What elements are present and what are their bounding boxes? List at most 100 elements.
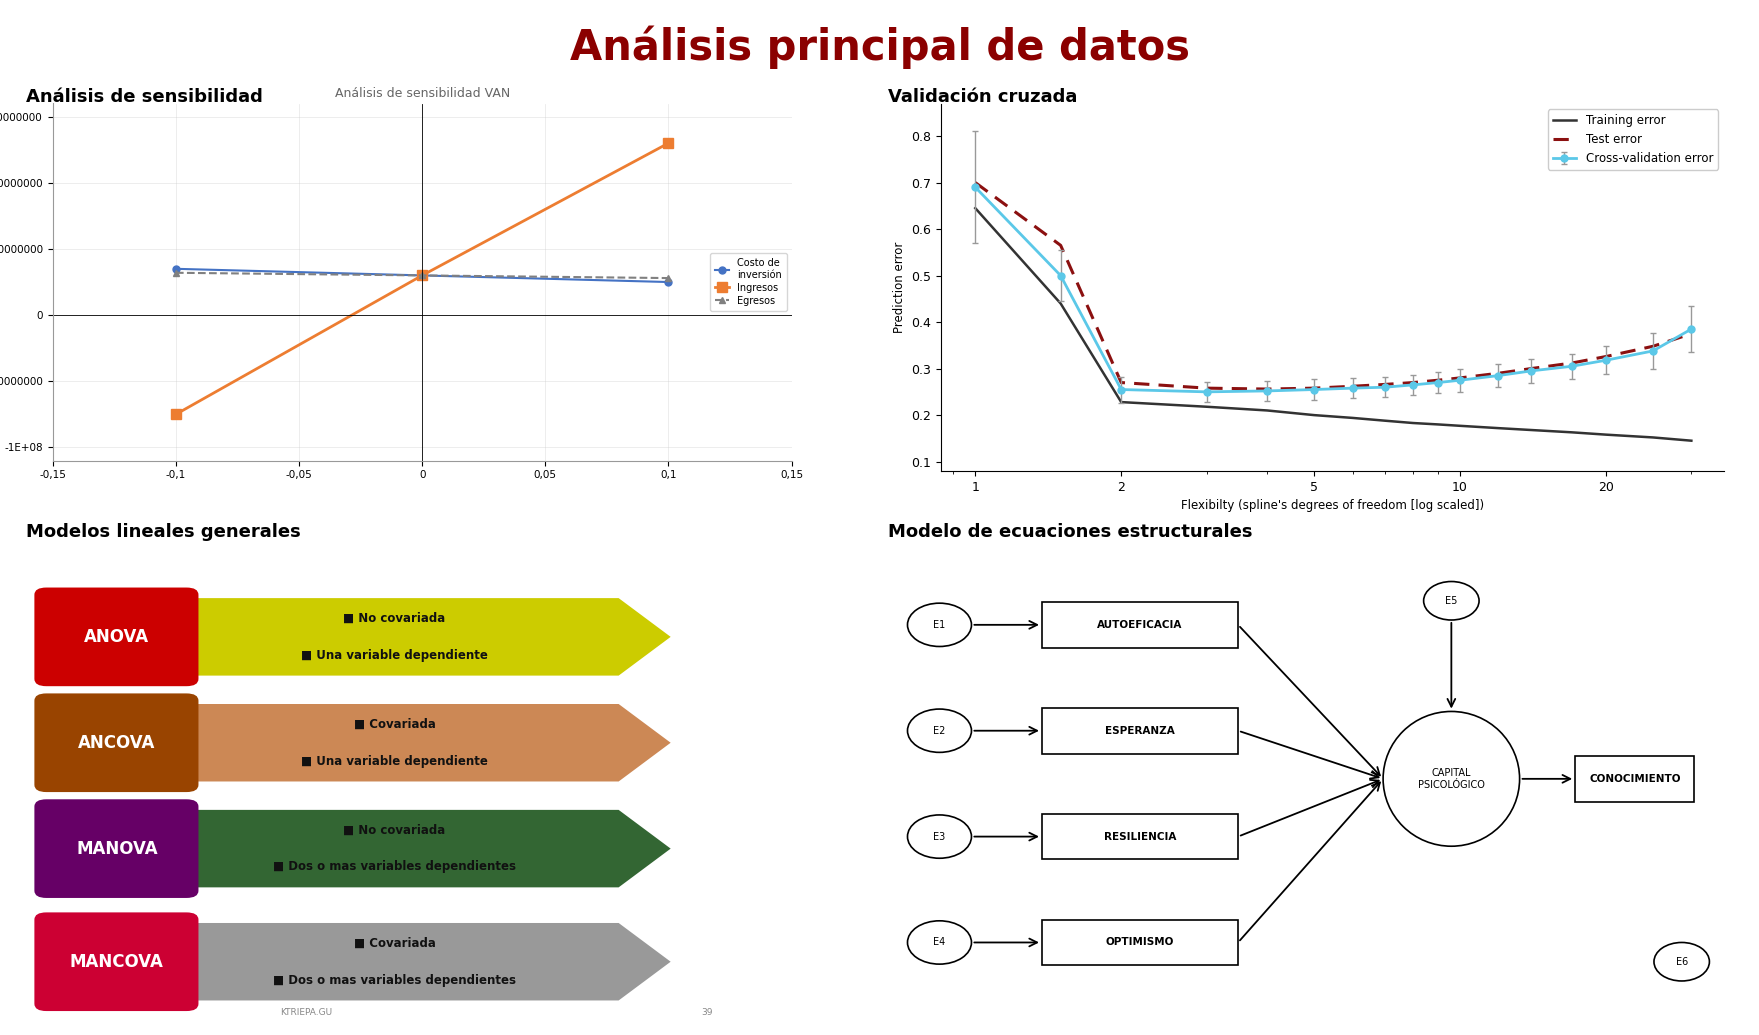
- Legend: Costo de
inversión, Ingresos, Egresos: Costo de inversión, Ingresos, Egresos: [711, 254, 786, 310]
- FancyArrow shape: [190, 598, 670, 676]
- Text: E3: E3: [934, 831, 946, 841]
- FancyBboxPatch shape: [1041, 814, 1238, 859]
- Text: CAPITAL
PSICOLÓGICO: CAPITAL PSICOLÓGICO: [1418, 768, 1485, 790]
- Text: ANOVA: ANOVA: [84, 628, 150, 646]
- Test error: [1110, 377, 1131, 389]
- FancyBboxPatch shape: [35, 913, 199, 1011]
- Text: Modelo de ecuaciones estructurales: Modelo de ecuaciones estructurales: [888, 523, 1252, 540]
- Text: E2: E2: [934, 726, 946, 736]
- Costo de
inversión: [412, 269, 433, 282]
- Training error: [964, 202, 985, 214]
- Test error: [1562, 357, 1583, 369]
- Training error: [1303, 409, 1325, 421]
- Text: RESILIENCIA: RESILIENCIA: [1105, 831, 1177, 841]
- Text: 39: 39: [700, 1008, 712, 1017]
- Training error: [1402, 417, 1423, 430]
- Test error: [1449, 372, 1471, 384]
- Ellipse shape: [908, 921, 971, 965]
- Text: MANCOVA: MANCOVA: [70, 953, 164, 971]
- Test error: [1303, 382, 1325, 394]
- Line: Egresos: Egresos: [172, 269, 672, 282]
- Ingresos: [165, 408, 186, 420]
- Text: ■ No covariada: ■ No covariada: [343, 824, 445, 837]
- Training error: [1520, 423, 1541, 436]
- Test error: [1196, 382, 1217, 394]
- Text: Modelos lineales generales: Modelos lineales generales: [26, 523, 301, 540]
- FancyBboxPatch shape: [1041, 708, 1238, 753]
- Line: Ingresos: Ingresos: [171, 139, 674, 419]
- Line: Costo de
inversión: Costo de inversión: [172, 265, 672, 286]
- Test error: [1488, 367, 1509, 380]
- Text: E6: E6: [1676, 956, 1689, 967]
- Ellipse shape: [908, 815, 971, 858]
- Text: ■ Una variable dependiente: ■ Una variable dependiente: [301, 755, 487, 768]
- FancyArrow shape: [190, 809, 670, 887]
- Line: Training error: Training error: [974, 208, 1692, 441]
- Training error: [1050, 297, 1071, 309]
- Training error: [1374, 414, 1395, 426]
- Training error: [1256, 405, 1277, 417]
- Test error: [964, 176, 985, 188]
- Training error: [1110, 395, 1131, 408]
- Ingresos: [658, 137, 679, 149]
- Text: ■ Covariada: ■ Covariada: [354, 937, 436, 950]
- FancyBboxPatch shape: [1041, 920, 1238, 966]
- Text: ■ Una variable dependiente: ■ Una variable dependiente: [301, 649, 487, 661]
- X-axis label: Flexibilty (spline's degrees of freedom [log scaled]): Flexibilty (spline's degrees of freedom …: [1180, 499, 1485, 512]
- Test error: [1682, 327, 1703, 339]
- Text: Análisis de sensibilidad: Análisis de sensibilidad: [26, 88, 264, 106]
- FancyBboxPatch shape: [35, 588, 199, 686]
- FancyArrow shape: [190, 704, 670, 781]
- Egresos: [658, 272, 679, 285]
- Test error: [1402, 377, 1423, 389]
- Text: ■ No covariada: ■ No covariada: [343, 612, 445, 625]
- Test error: [1595, 350, 1617, 362]
- Training error: [1595, 428, 1617, 441]
- Text: Análisis principal de datos: Análisis principal de datos: [570, 26, 1189, 69]
- Costo de
inversión: [658, 275, 679, 288]
- Text: E1: E1: [934, 620, 946, 630]
- Text: KTRIEPA.GU: KTRIEPA.GU: [280, 1008, 332, 1017]
- Egresos: [165, 267, 186, 279]
- Training error: [1449, 419, 1471, 432]
- Ingresos: [412, 269, 433, 282]
- Test error: [1374, 378, 1395, 390]
- FancyArrow shape: [190, 923, 670, 1001]
- Ellipse shape: [908, 603, 971, 647]
- Test error: [1342, 380, 1363, 392]
- Training error: [1196, 401, 1217, 413]
- Text: ■ Dos o mas variables dependientes: ■ Dos o mas variables dependientes: [273, 974, 515, 986]
- Test error: [1427, 374, 1448, 386]
- Line: Test error: Test error: [974, 182, 1692, 389]
- FancyBboxPatch shape: [35, 693, 199, 792]
- Egresos: [412, 269, 433, 282]
- Training error: [1682, 435, 1703, 447]
- Text: ■ Dos o mas variables dependientes: ■ Dos o mas variables dependientes: [273, 860, 515, 874]
- Test error: [1050, 239, 1071, 252]
- Text: ANCOVA: ANCOVA: [77, 734, 155, 751]
- Costo de
inversión: [165, 263, 186, 275]
- Test error: [1643, 341, 1664, 353]
- Test error: [1520, 362, 1541, 375]
- Text: MANOVA: MANOVA: [76, 839, 158, 858]
- Test error: [1256, 383, 1277, 395]
- FancyBboxPatch shape: [35, 799, 199, 898]
- FancyBboxPatch shape: [1574, 756, 1694, 802]
- Training error: [1342, 412, 1363, 424]
- Text: E4: E4: [934, 938, 946, 947]
- Text: ESPERANZA: ESPERANZA: [1105, 726, 1175, 736]
- Training error: [1427, 418, 1448, 431]
- Training error: [1562, 426, 1583, 439]
- Y-axis label: Prediction error: Prediction error: [894, 241, 906, 333]
- FancyBboxPatch shape: [1041, 602, 1238, 648]
- Legend: Training error, Test error, Cross-validation error: Training error, Test error, Cross-valida…: [1548, 110, 1719, 170]
- Text: OPTIMISMO: OPTIMISMO: [1106, 938, 1175, 947]
- Ellipse shape: [1653, 943, 1710, 981]
- Text: CONOCIMIENTO: CONOCIMIENTO: [1588, 774, 1680, 783]
- Title: Análisis de sensibilidad VAN: Análisis de sensibilidad VAN: [334, 87, 510, 99]
- Ellipse shape: [1423, 582, 1479, 620]
- Ellipse shape: [1383, 711, 1520, 847]
- Training error: [1643, 432, 1664, 444]
- Ellipse shape: [908, 709, 971, 752]
- Text: Validación cruzada: Validación cruzada: [888, 88, 1078, 106]
